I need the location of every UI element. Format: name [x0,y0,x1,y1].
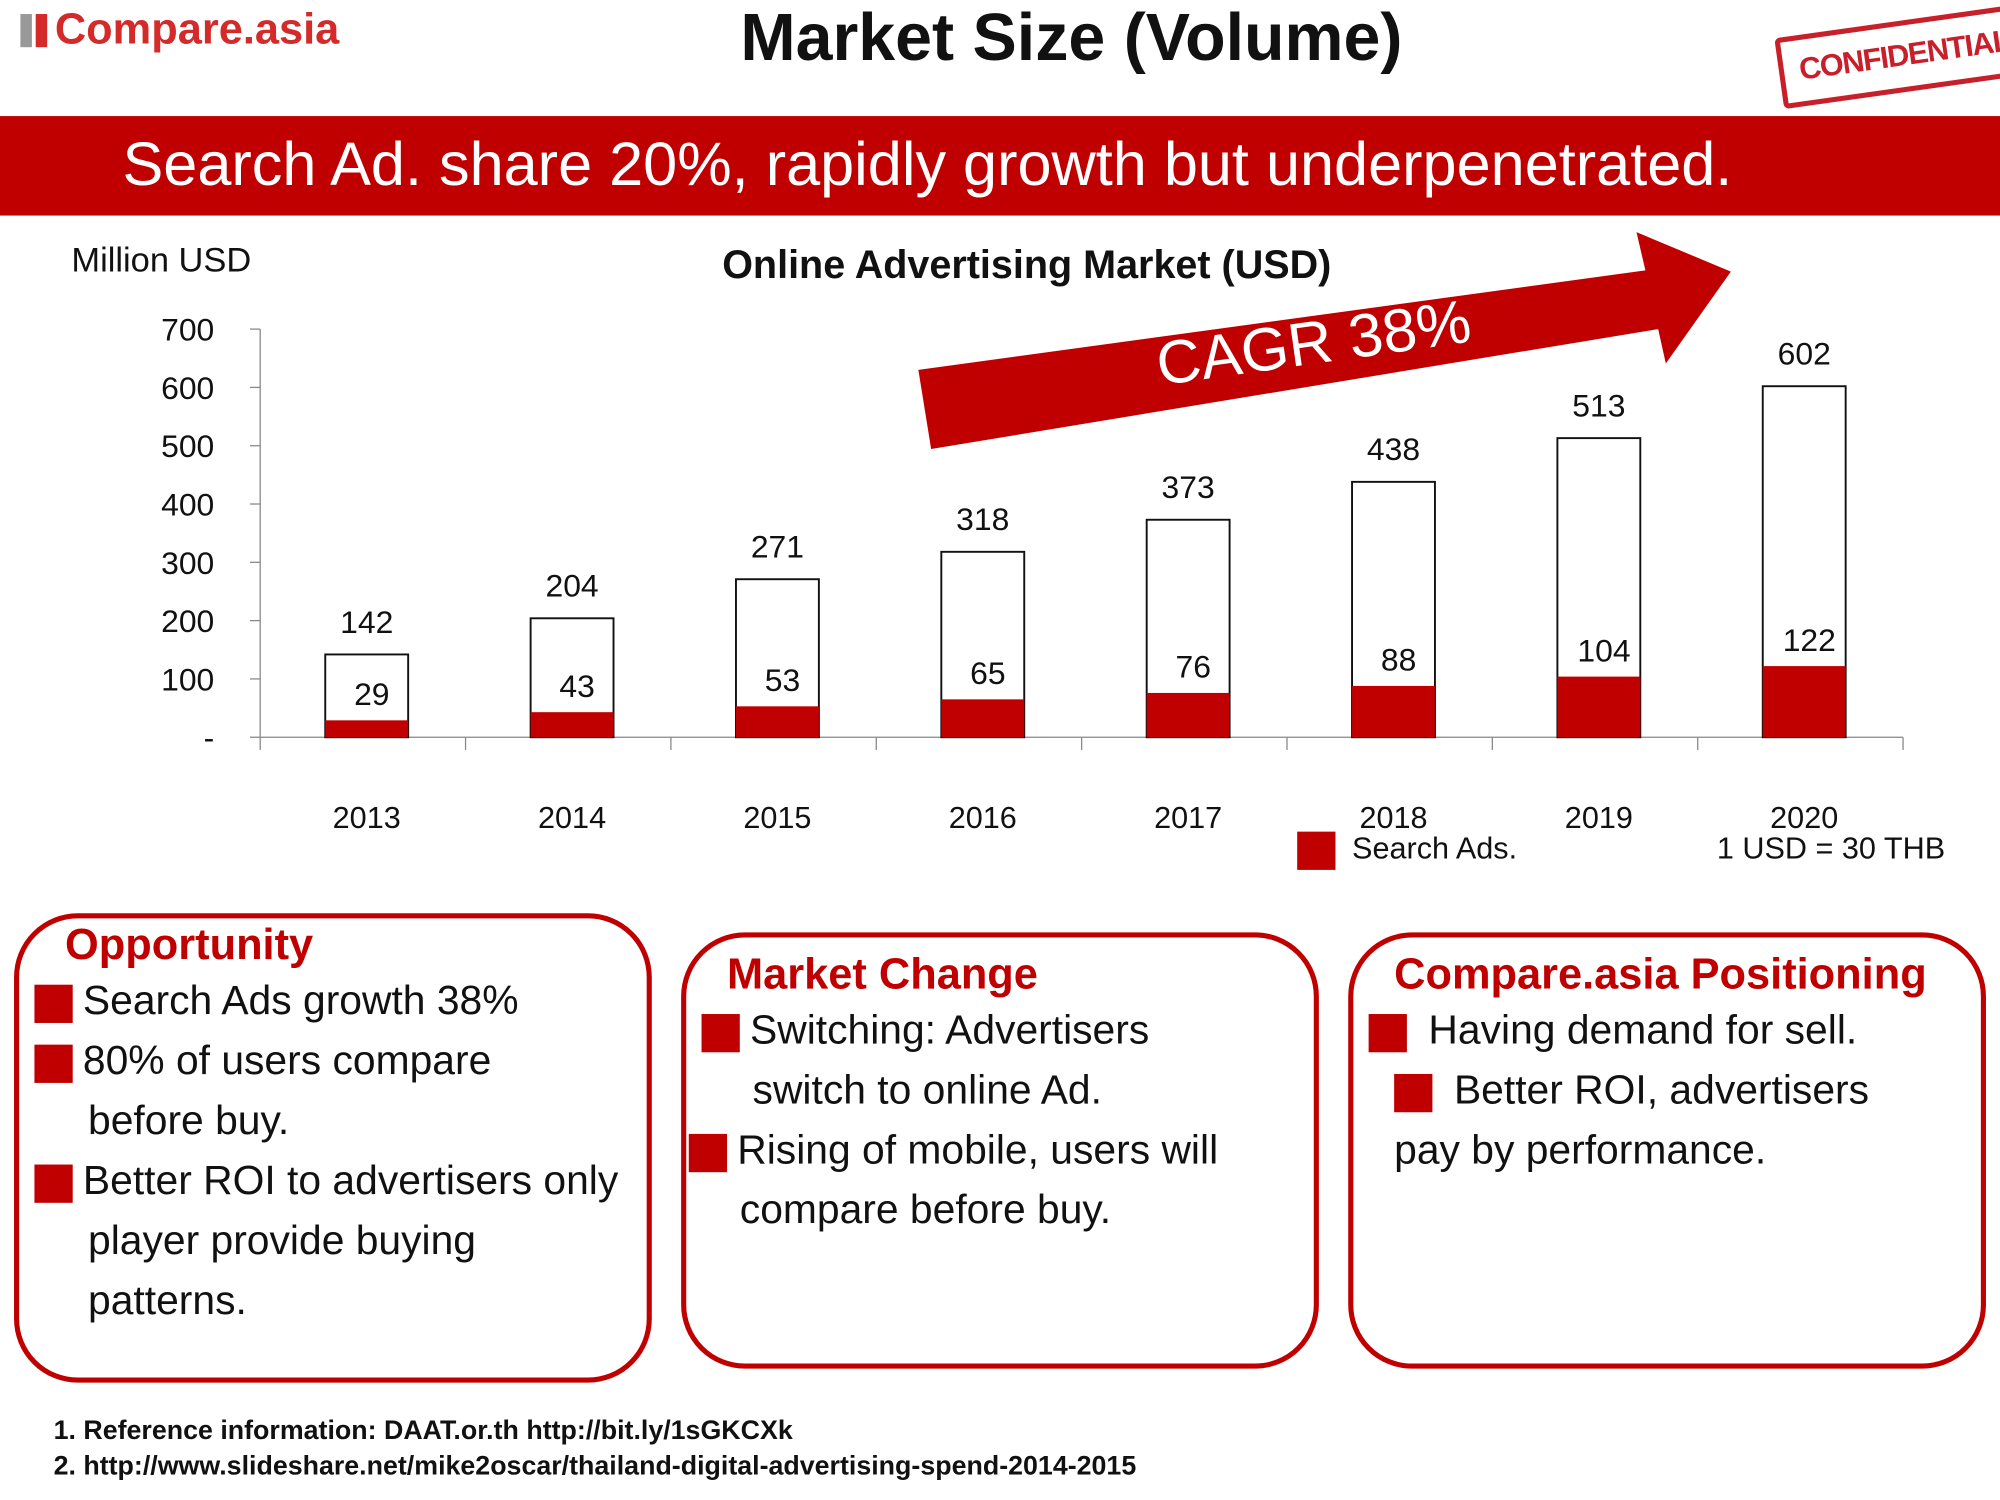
search-ads-bar [941,699,1025,738]
list-item: Search Ads growth 38% [34,971,646,1031]
search-ads-value-label: 29 [354,676,389,712]
bullet-icon [34,1044,73,1083]
y-tick-label: 700 [161,312,214,348]
opportunity-box: Opportunity Search Ads growth 38% 80% of… [14,913,652,1383]
box-title: Market Change [727,950,1038,999]
total-value-label: 271 [751,529,804,565]
total-value-label: 513 [1572,387,1625,423]
bullet-icon [34,984,73,1023]
box-title: Opportunity [65,920,314,970]
bar-chart: Million USD Online Advertising Market (U… [71,232,1945,870]
legend: Search Ads. [1297,831,1517,870]
bullet-icon [688,1133,728,1172]
y-tick-label: 400 [161,486,214,522]
search-ads-bar [735,706,819,738]
search-ads-bar [1352,685,1435,738]
bullet-icon [701,1013,740,1052]
exchange-rate-note: 1 USD = 30 THB [1717,831,1945,865]
item-text: Search Ads growth 38% [82,977,519,1023]
bullet-icon [34,1163,73,1203]
list-item: Having demand for sell. [1368,1000,1981,1060]
y-tick-label: 100 [161,661,214,697]
logo-icon [20,13,48,47]
search-ads-value-label: 122 [1783,622,1836,658]
search-ads-bar [1557,676,1641,738]
bullet-icon [1394,1073,1433,1112]
search-ads-value-label: 104 [1577,632,1630,668]
logo-text: Compare.asia [54,5,340,54]
x-tick-label: 2018 [1359,801,1427,835]
x-tick-label: 2014 [538,801,606,835]
list-item: 80% of users compare before buy. [34,1031,598,1151]
search-ads-value-label: 43 [559,668,594,704]
footnote-1: 1. Reference information: DAAT.or.th htt… [53,1415,793,1446]
x-tick-label: 2015 [743,801,811,835]
item-text: Switching: Advertisers switch to online … [749,1006,1150,1113]
search-ads-value-label: 88 [1381,642,1416,678]
x-tick-label: 2013 [333,801,401,835]
search-ads-value-label: 53 [765,662,800,698]
total-value-label: 602 [1778,336,1831,372]
search-ads-bar [530,712,614,738]
search-ads-bar [1762,666,1846,738]
legend-label-search-ads: Search Ads. [1352,831,1517,865]
y-tick-label: 600 [161,370,214,406]
list-item: Better ROI, advertisers pay by performan… [1369,1060,1930,1180]
total-value-label: 318 [956,501,1009,537]
total-value-label: 438 [1367,431,1420,467]
x-tick-label: 2019 [1565,801,1633,835]
y-tick-label: 200 [161,603,214,639]
search-ads-value-label: 65 [970,655,1005,691]
search-ads-bar [325,720,409,738]
headline-banner: Search Ad. share 20%, rapidly growth but… [0,116,2000,216]
y-axis-label: Million USD [71,242,251,280]
list-item: Rising of mobile, users will compare bef… [688,1120,1276,1240]
chart-title: Online Advertising Market (USD) [722,243,1331,287]
x-tick-label: 2020 [1770,801,1838,835]
item-text: Better ROI, advertisers pay by performan… [1394,1066,1870,1173]
logo: Compare.asia [20,5,339,55]
x-tick-label: 2017 [1154,801,1222,835]
y-tick-label: 300 [161,545,214,581]
item-text: 80% of users compare before buy. [82,1036,492,1143]
box-title: Compare.asia Positioning [1394,950,1927,999]
x-tick-label: 2016 [949,801,1017,835]
total-value-label: 373 [1162,469,1215,505]
list-item: Switching: Advertisers switch to online … [701,1000,1263,1120]
list-item: Better ROI to advertisers only player pr… [34,1151,623,1331]
arrow-icon [918,232,1731,449]
item-text: Rising of mobile, users will compare bef… [737,1126,1219,1233]
footnote-2: 2. http://www.slideshare.net/mike2oscar/… [53,1451,1137,1481]
legend-swatch-search-ads [1297,831,1336,870]
search-ads-bar [1146,692,1230,738]
total-value-label: 204 [545,568,598,604]
y-tick-label: 500 [161,428,214,464]
page-title: Market Size (Volume) [740,1,1403,76]
item-text: Having demand for sell. [1428,1006,1858,1053]
market-change-box: Market Change Switching: Advertisers swi… [681,932,1319,1369]
positioning-box: Compare.asia Positioning Having demand f… [1348,932,1986,1369]
total-value-label: 142 [340,604,393,640]
bullet-icon [1368,1013,1407,1052]
y-tick-label: - [204,720,215,756]
search-ads-value-label: 76 [1176,649,1211,685]
item-text: Better ROI to advertisers only player pr… [82,1156,619,1323]
